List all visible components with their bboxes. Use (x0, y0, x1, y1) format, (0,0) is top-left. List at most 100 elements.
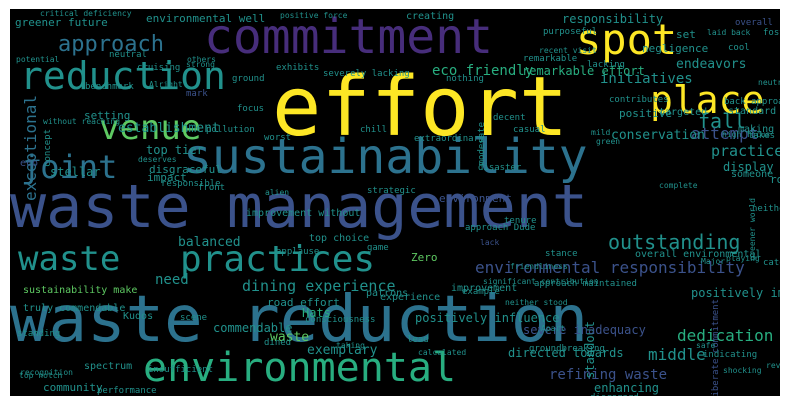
cloud-word: indicating (703, 350, 758, 360)
cloud-word: tenure (504, 216, 537, 226)
cloud-word: experience (380, 292, 441, 303)
cloud-word: standing (17, 329, 61, 339)
cloud-word: cruising (137, 63, 181, 73)
cloud-word: strategic (367, 186, 416, 196)
cloud-word: cool (728, 43, 750, 53)
cloud-word: purposeful (543, 27, 598, 37)
cloud-word: approach maintained (534, 279, 637, 289)
cloud-word: waste (18, 239, 121, 279)
cloud-word: improvement without (246, 208, 361, 219)
cloud-word: creating (406, 11, 455, 22)
cloud-word: benchmark (85, 82, 134, 92)
cloud-word: Alright (149, 80, 183, 89)
cloud-word: need (155, 272, 189, 288)
cloud-word: extraordinary (414, 134, 485, 144)
cloud-word: truly commendable (23, 303, 126, 314)
cloud-word: stellar (50, 165, 101, 179)
cloud-word: without reaching (43, 117, 121, 126)
cloud-word: Major (701, 257, 726, 266)
cloud-word: high focus (722, 130, 771, 139)
cloud-word: set (676, 28, 696, 41)
word-cloud: effort waste management waste reduction sus… (10, 9, 780, 396)
cloud-word: dined (264, 338, 292, 348)
cloud-word: front (198, 183, 226, 193)
cloud-word: focus (237, 104, 265, 114)
cloud-word: overall (735, 18, 773, 28)
cloud-word: severely lacking (323, 69, 410, 79)
cloud-word: reduction (20, 54, 226, 98)
cloud-word: casual (513, 125, 546, 135)
cloud-word: joint (21, 148, 118, 186)
cloud-word: recent visit (539, 46, 597, 55)
cloud-word: disregard (590, 394, 639, 397)
cloud-word: decent (493, 113, 526, 123)
cloud-word: neutral (109, 50, 147, 60)
cloud-word: disgraceful (149, 163, 222, 176)
cloud-word: disaster (478, 163, 522, 173)
cloud-word: game (367, 243, 389, 253)
cloud-word: green (596, 137, 621, 146)
cloud-word: takes (748, 131, 776, 141)
cloud-word: safe (696, 341, 716, 350)
cloud-word: category (763, 258, 780, 268)
cloud-word: refining waste (549, 367, 668, 383)
cloud-word: stance (545, 249, 578, 259)
cloud-word: environmental well (146, 12, 266, 25)
cloud-word: overall environmental (635, 249, 762, 260)
cloud-word: community (43, 381, 103, 394)
cloud-word: significant contribution (483, 277, 599, 286)
cloud-word: shocking (723, 366, 762, 375)
cloud-word: neutral stance (758, 78, 780, 87)
cloud-word: critical deficiency (40, 9, 132, 18)
cloud-word: standard (728, 106, 777, 117)
cloud-word: fostering (763, 28, 780, 38)
cloud-word: greener world (748, 198, 757, 261)
cloud-word: greener future (15, 16, 108, 29)
cloud-word: neither stood (505, 298, 568, 307)
cloud-word: practices (180, 239, 376, 280)
cloud-word: approach (58, 32, 164, 57)
cloud-word: laid back (707, 28, 751, 37)
cloud-word: initiatives (600, 71, 693, 87)
cloud-word: commendable (213, 321, 293, 335)
cloud-word: waste reduction (10, 283, 588, 357)
cloud-word: consciousness (305, 315, 376, 325)
cloud-word: top notch (19, 371, 63, 380)
cloud-word: exhibits (276, 63, 320, 73)
cloud-word: environmental (143, 345, 457, 391)
cloud-word: nothing (446, 74, 484, 84)
cloud-word: example (462, 287, 500, 297)
cloud-word: dining experience (242, 277, 396, 295)
cloud-word: commitment (204, 9, 493, 65)
cloud-word: scene (180, 313, 208, 323)
cloud-word: applause (276, 247, 320, 257)
cloud-word: mark (186, 89, 208, 99)
cloud-word: friendliness (510, 262, 568, 271)
cloud-word: targeted (659, 107, 708, 118)
cloud-word: mild (591, 128, 611, 137)
cloud-word: concept (43, 129, 53, 167)
cloud-word: fall (698, 109, 747, 133)
cloud-word: positive (619, 107, 672, 120)
cloud-word: responsible (161, 179, 221, 189)
cloud-word: potential (16, 55, 60, 64)
cloud-word: place (650, 78, 765, 122)
cloud-word: enhancing (594, 381, 660, 395)
cloud-word: directed towards (508, 346, 624, 360)
cloud-word: recognition (20, 368, 73, 377)
cloud-word: conservation (611, 128, 705, 143)
cloud-word: insufficient (148, 365, 214, 375)
cloud-word: exemplary (307, 343, 378, 358)
cloud-word: Kudos (123, 311, 154, 322)
cloud-word: others (187, 55, 216, 64)
cloud-word: environment (439, 192, 512, 205)
cloud-word: taking (336, 341, 365, 350)
cloud-word: positively influence (415, 311, 560, 325)
cloud-word: remarkable effort (522, 64, 645, 78)
cloud-word: eco friendly (432, 63, 534, 79)
cloud-word: sustainability (183, 129, 588, 185)
cloud-word: revealed (766, 361, 780, 370)
cloud-word: groundbreaking (529, 344, 605, 354)
cloud-word: eco (20, 158, 39, 169)
cloud-word: Zero (411, 251, 438, 264)
